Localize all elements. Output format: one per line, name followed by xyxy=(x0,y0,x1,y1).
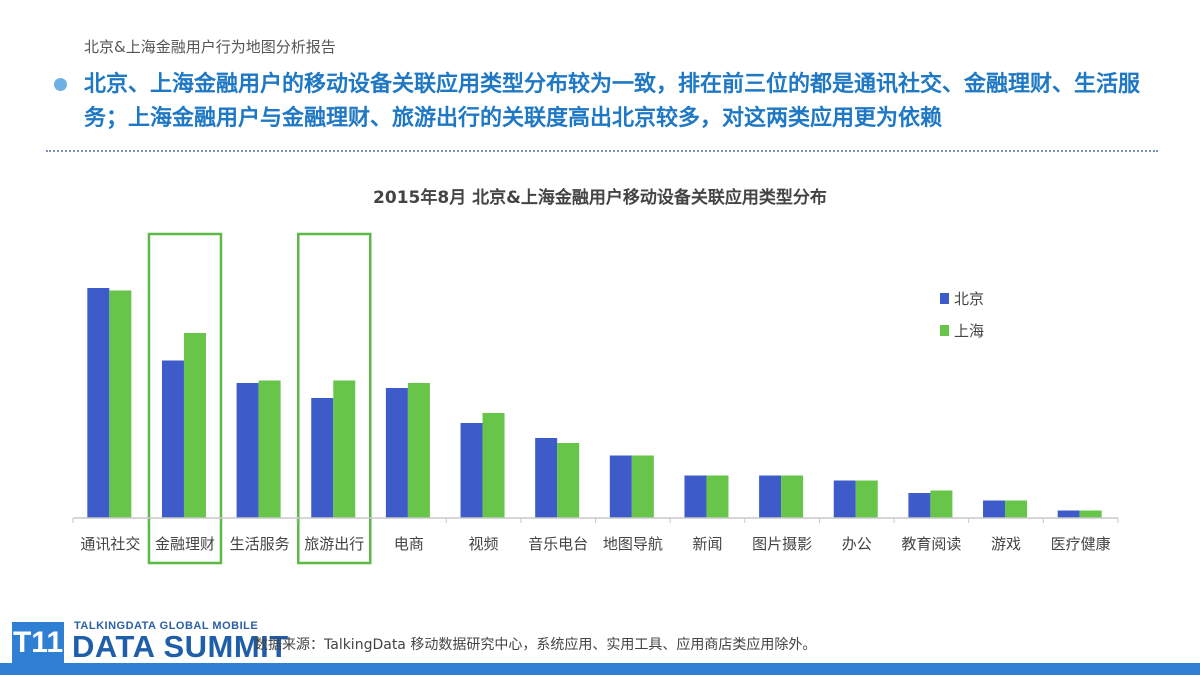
x-tick-label: 地图导航 xyxy=(603,535,663,553)
bar-北京-教育阅读 xyxy=(908,493,931,518)
x-tick-label: 图片摄影 xyxy=(752,535,812,553)
headline-text: 北京、上海金融用户的移动设备关联应用类型分布较为一致，排在前三位的都是通讯社交、… xyxy=(84,72,1141,131)
logo-mark: T11 xyxy=(12,622,64,664)
legend-swatch-北京 xyxy=(940,293,949,304)
bar-上海-新闻 xyxy=(706,475,729,518)
x-tick-label: 医疗健康 xyxy=(1051,535,1111,553)
x-tick-label: 电商 xyxy=(394,535,424,553)
x-tick-label: 视频 xyxy=(469,535,499,553)
data-summit-logo: T11 TALKINGDATA GLOBAL MOBILE DATA SUMMI… xyxy=(10,618,288,666)
x-tick-label: 新闻 xyxy=(692,535,722,553)
bar-北京-医疗健康 xyxy=(1057,510,1080,518)
bar-北京-游戏 xyxy=(983,500,1006,518)
x-tick-label: 生活服务 xyxy=(230,535,290,553)
bar-上海-通讯社交 xyxy=(109,290,132,518)
x-tick-label: 金融理财 xyxy=(155,535,215,553)
bar-北京-地图导航 xyxy=(609,455,632,518)
highlight-box-1 xyxy=(147,232,223,565)
x-tick-label: 教育阅读 xyxy=(901,535,961,553)
bar-上海-教育阅读 xyxy=(930,490,953,518)
x-tick-label: 音乐电台 xyxy=(528,535,588,553)
bar-上海-地图导航 xyxy=(631,455,654,518)
x-tick-label: 游戏 xyxy=(991,535,1021,553)
bar-上海-视频 xyxy=(482,413,505,518)
chart-title: 2015年8月 北京&上海金融用户移动设备关联应用类型分布 xyxy=(373,187,827,208)
bar-上海-电商 xyxy=(407,383,430,518)
data-source-note: 数据来源：TalkingData 移动数据研究中心，系统应用、实用工具、应用商店… xyxy=(254,637,817,653)
bar-北京-金融理财 xyxy=(161,360,184,518)
bar-北京-图片摄影 xyxy=(759,475,782,518)
x-tick-label: 办公 xyxy=(842,535,872,553)
highlight-box-3 xyxy=(297,232,372,565)
bar-上海-办公 xyxy=(855,480,878,518)
report-title: 北京&上海金融用户行为地图分析报告 xyxy=(84,38,336,56)
bar-北京-通讯社交 xyxy=(87,288,110,518)
bullet-icon xyxy=(54,78,67,91)
bottom-accent-bar xyxy=(0,663,1200,675)
logo-top-text: TALKINGDATA GLOBAL MOBILE xyxy=(74,620,259,632)
bar-北京-音乐电台 xyxy=(535,438,558,518)
bar-上海-音乐电台 xyxy=(557,443,580,518)
bar-北京-视频 xyxy=(460,423,483,518)
bar-上海-图片摄影 xyxy=(781,475,804,518)
legend-label-北京: 北京 xyxy=(954,290,984,308)
x-tick-label: 通讯社交 xyxy=(80,535,140,553)
logo-main-text: DATA SUMMIT xyxy=(72,629,289,664)
bar-上海-金融理财 xyxy=(183,333,206,518)
bar-上海-医疗健康 xyxy=(1079,510,1102,518)
bar-北京-旅游出行 xyxy=(311,398,334,518)
x-tick-label: 旅游出行 xyxy=(304,535,364,553)
bar-上海-旅游出行 xyxy=(333,380,356,518)
legend-swatch-上海 xyxy=(940,325,949,336)
bar-北京-新闻 xyxy=(684,475,707,518)
dotted-divider xyxy=(46,150,1158,152)
bar-上海-生活服务 xyxy=(258,380,281,518)
bar-上海-游戏 xyxy=(1005,500,1028,518)
bar-北京-电商 xyxy=(385,388,408,518)
bar-北京-办公 xyxy=(833,480,856,518)
legend-label-上海: 上海 xyxy=(954,322,984,340)
bar-北京-生活服务 xyxy=(236,383,259,518)
